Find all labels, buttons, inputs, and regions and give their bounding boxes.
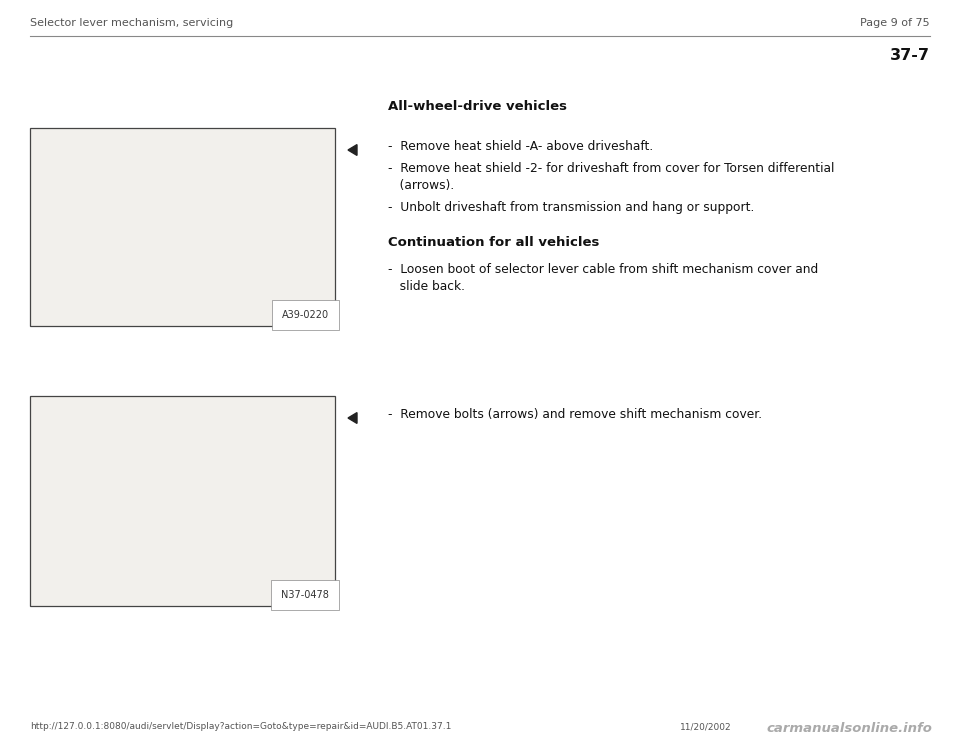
- Text: http://127.0.0.1:8080/audi/servlet/Display?action=Goto&type=repair&id=AUDI.B5.AT: http://127.0.0.1:8080/audi/servlet/Displ…: [30, 722, 451, 731]
- Text: -  Loosen boot of selector lever cable from shift mechanism cover and: - Loosen boot of selector lever cable fr…: [388, 263, 818, 276]
- Text: -  Unbolt driveshaft from transmission and hang or support.: - Unbolt driveshaft from transmission an…: [388, 201, 755, 214]
- Polygon shape: [348, 413, 357, 424]
- Polygon shape: [348, 145, 357, 155]
- Text: Selector lever mechanism, servicing: Selector lever mechanism, servicing: [30, 18, 233, 28]
- Text: Continuation for all vehicles: Continuation for all vehicles: [388, 236, 599, 249]
- Text: N37-0478: N37-0478: [281, 590, 329, 600]
- Text: 11/20/2002: 11/20/2002: [680, 722, 732, 731]
- Bar: [30, 128, 335, 326]
- Text: Page 9 of 75: Page 9 of 75: [860, 18, 930, 28]
- Text: (arrows).: (arrows).: [388, 179, 454, 192]
- Text: A39-0220: A39-0220: [282, 310, 329, 320]
- Text: -  Remove heat shield -A- above driveshaft.: - Remove heat shield -A- above driveshaf…: [388, 140, 653, 153]
- Text: -  Remove heat shield -2- for driveshaft from cover for Torsen differential: - Remove heat shield -2- for driveshaft …: [388, 162, 834, 175]
- Text: All-wheel-drive vehicles: All-wheel-drive vehicles: [388, 100, 567, 113]
- Text: carmanualsonline.info: carmanualsonline.info: [766, 722, 932, 735]
- Bar: [30, 396, 335, 606]
- Text: slide back.: slide back.: [388, 280, 465, 293]
- Text: -  Remove bolts (arrows) and remove shift mechanism cover.: - Remove bolts (arrows) and remove shift…: [388, 408, 762, 421]
- Text: 37-7: 37-7: [890, 48, 930, 63]
